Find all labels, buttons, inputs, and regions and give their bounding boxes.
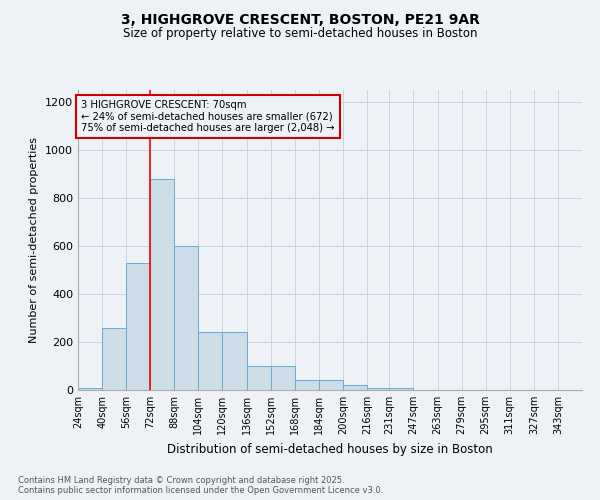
Text: 3 HIGHGROVE CRESCENT: 70sqm
← 24% of semi-detached houses are smaller (672)
75% : 3 HIGHGROVE CRESCENT: 70sqm ← 24% of sem… [81, 100, 335, 133]
Text: 3, HIGHGROVE CRESCENT, BOSTON, PE21 9AR: 3, HIGHGROVE CRESCENT, BOSTON, PE21 9AR [121, 12, 479, 26]
Bar [150, 179, 174, 390]
Bar [389, 388, 413, 390]
Bar [343, 385, 367, 390]
Y-axis label: Number of semi-detached properties: Number of semi-detached properties [29, 137, 40, 343]
Bar [367, 388, 391, 390]
Text: Size of property relative to semi-detached houses in Boston: Size of property relative to semi-detach… [123, 28, 477, 40]
Bar [319, 380, 343, 390]
Bar [223, 332, 247, 390]
Bar [174, 246, 199, 390]
Bar [295, 380, 319, 390]
Bar [78, 388, 102, 390]
Bar [199, 332, 223, 390]
X-axis label: Distribution of semi-detached houses by size in Boston: Distribution of semi-detached houses by … [167, 442, 493, 456]
Text: Contains HM Land Registry data © Crown copyright and database right 2025.: Contains HM Land Registry data © Crown c… [18, 476, 344, 485]
Text: Contains public sector information licensed under the Open Government Licence v3: Contains public sector information licen… [18, 486, 383, 495]
Bar [247, 366, 271, 390]
Bar [126, 263, 150, 390]
Bar [102, 328, 126, 390]
Bar [271, 366, 295, 390]
